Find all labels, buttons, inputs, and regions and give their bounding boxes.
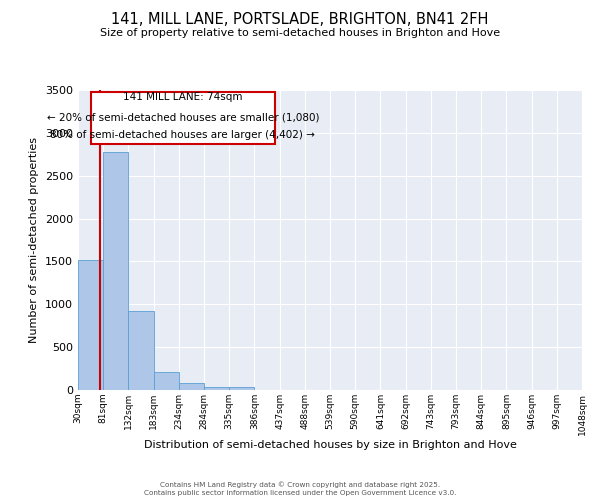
Text: Size of property relative to semi-detached houses in Brighton and Hove: Size of property relative to semi-detach…	[100, 28, 500, 38]
Bar	[229, 387, 254, 390]
Bar	[78, 260, 103, 390]
Text: 80% of semi-detached houses are larger (4,402) →: 80% of semi-detached houses are larger (…	[50, 130, 315, 140]
Text: 141 MILL LANE: 74sqm: 141 MILL LANE: 74sqm	[123, 92, 242, 102]
Text: 141, MILL LANE, PORTSLADE, BRIGHTON, BN41 2FH: 141, MILL LANE, PORTSLADE, BRIGHTON, BN4…	[112, 12, 488, 28]
Y-axis label: Number of semi-detached properties: Number of semi-detached properties	[29, 137, 40, 343]
Bar	[128, 311, 154, 390]
Bar	[103, 152, 128, 390]
Bar	[154, 372, 179, 390]
FancyBboxPatch shape	[91, 92, 275, 144]
Text: ← 20% of semi-detached houses are smaller (1,080): ← 20% of semi-detached houses are smalle…	[47, 112, 319, 122]
Bar	[179, 382, 204, 390]
Text: Contains HM Land Registry data © Crown copyright and database right 2025.: Contains HM Land Registry data © Crown c…	[160, 481, 440, 488]
Bar	[204, 386, 229, 390]
Text: Contains public sector information licensed under the Open Government Licence v3: Contains public sector information licen…	[144, 490, 456, 496]
X-axis label: Distribution of semi-detached houses by size in Brighton and Hove: Distribution of semi-detached houses by …	[143, 440, 517, 450]
